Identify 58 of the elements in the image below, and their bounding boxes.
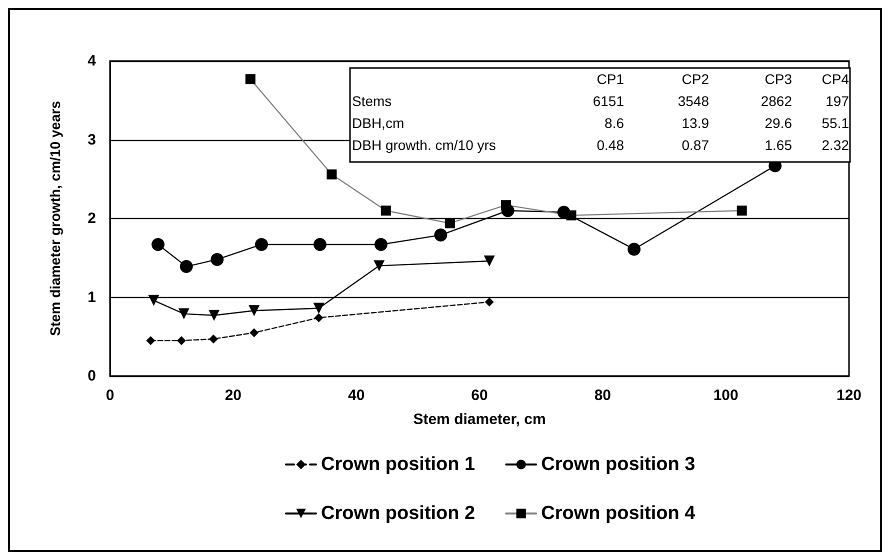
point (484, 297, 494, 306)
annotation: 0.87 (682, 137, 710, 153)
point (314, 313, 324, 322)
point (178, 308, 190, 320)
point (180, 260, 193, 274)
point (314, 238, 326, 251)
y-tick-label: 0 (88, 368, 96, 384)
x-tick-label: 20 (224, 387, 242, 404)
point (208, 310, 220, 321)
y-tick-label: 1 (88, 288, 96, 306)
legend-label: Crown position 2 (321, 503, 476, 524)
point (374, 238, 388, 251)
point (208, 334, 218, 344)
x-tick-label: 40 (348, 387, 365, 404)
point (148, 294, 160, 306)
annotation: 6151 (592, 93, 624, 109)
annotation: 197 (826, 93, 850, 109)
point (210, 252, 224, 266)
point (250, 328, 259, 338)
point (434, 228, 448, 242)
point (248, 305, 260, 316)
y-axis-title: Stem diameter growth, cm/10 years (47, 100, 63, 336)
annotation: 8.6 (604, 115, 624, 131)
y-tick-label: 4 (88, 52, 97, 70)
annotation: DBH growth. cm/10 yrs (352, 137, 496, 153)
x-tick-label: 100 (713, 387, 738, 404)
x-tick-label: 120 (836, 387, 862, 404)
point (176, 336, 186, 346)
annotation: DBH,cm (352, 115, 404, 131)
y-tick-label: 2 (88, 210, 96, 227)
point (374, 260, 385, 272)
point (628, 242, 641, 256)
annotation: 13.9 (682, 115, 710, 131)
annotation: 0.48 (596, 137, 624, 153)
annotation: CP4 (822, 71, 850, 87)
annotation: 29.6 (764, 115, 792, 131)
annotation: 3548 (678, 93, 710, 109)
annotation: 2.32 (822, 137, 850, 153)
x-tick-label: 0 (106, 387, 114, 404)
annotation: 2862 (760, 93, 792, 109)
point (152, 238, 165, 251)
legend-label: Crown position 1 (321, 454, 476, 475)
annotation: CP2 (682, 71, 710, 87)
legend-label: Crown position 4 (541, 503, 696, 524)
annotation: Stems (352, 93, 392, 109)
y-tick-label: 3 (88, 131, 96, 148)
x-axis-title: Stem diameter, cm (413, 411, 546, 428)
point (313, 302, 324, 314)
annotation: CP3 (764, 71, 792, 87)
annotation: CP1 (596, 71, 624, 87)
legend-label: Crown position 3 (541, 454, 696, 475)
x-tick-label: 60 (471, 387, 488, 404)
point (146, 336, 156, 346)
annotation: 1.65 (764, 137, 792, 153)
point (255, 238, 268, 251)
point (484, 256, 495, 267)
x-tick-label: 80 (594, 387, 612, 404)
annotation: 55.1 (822, 115, 850, 131)
